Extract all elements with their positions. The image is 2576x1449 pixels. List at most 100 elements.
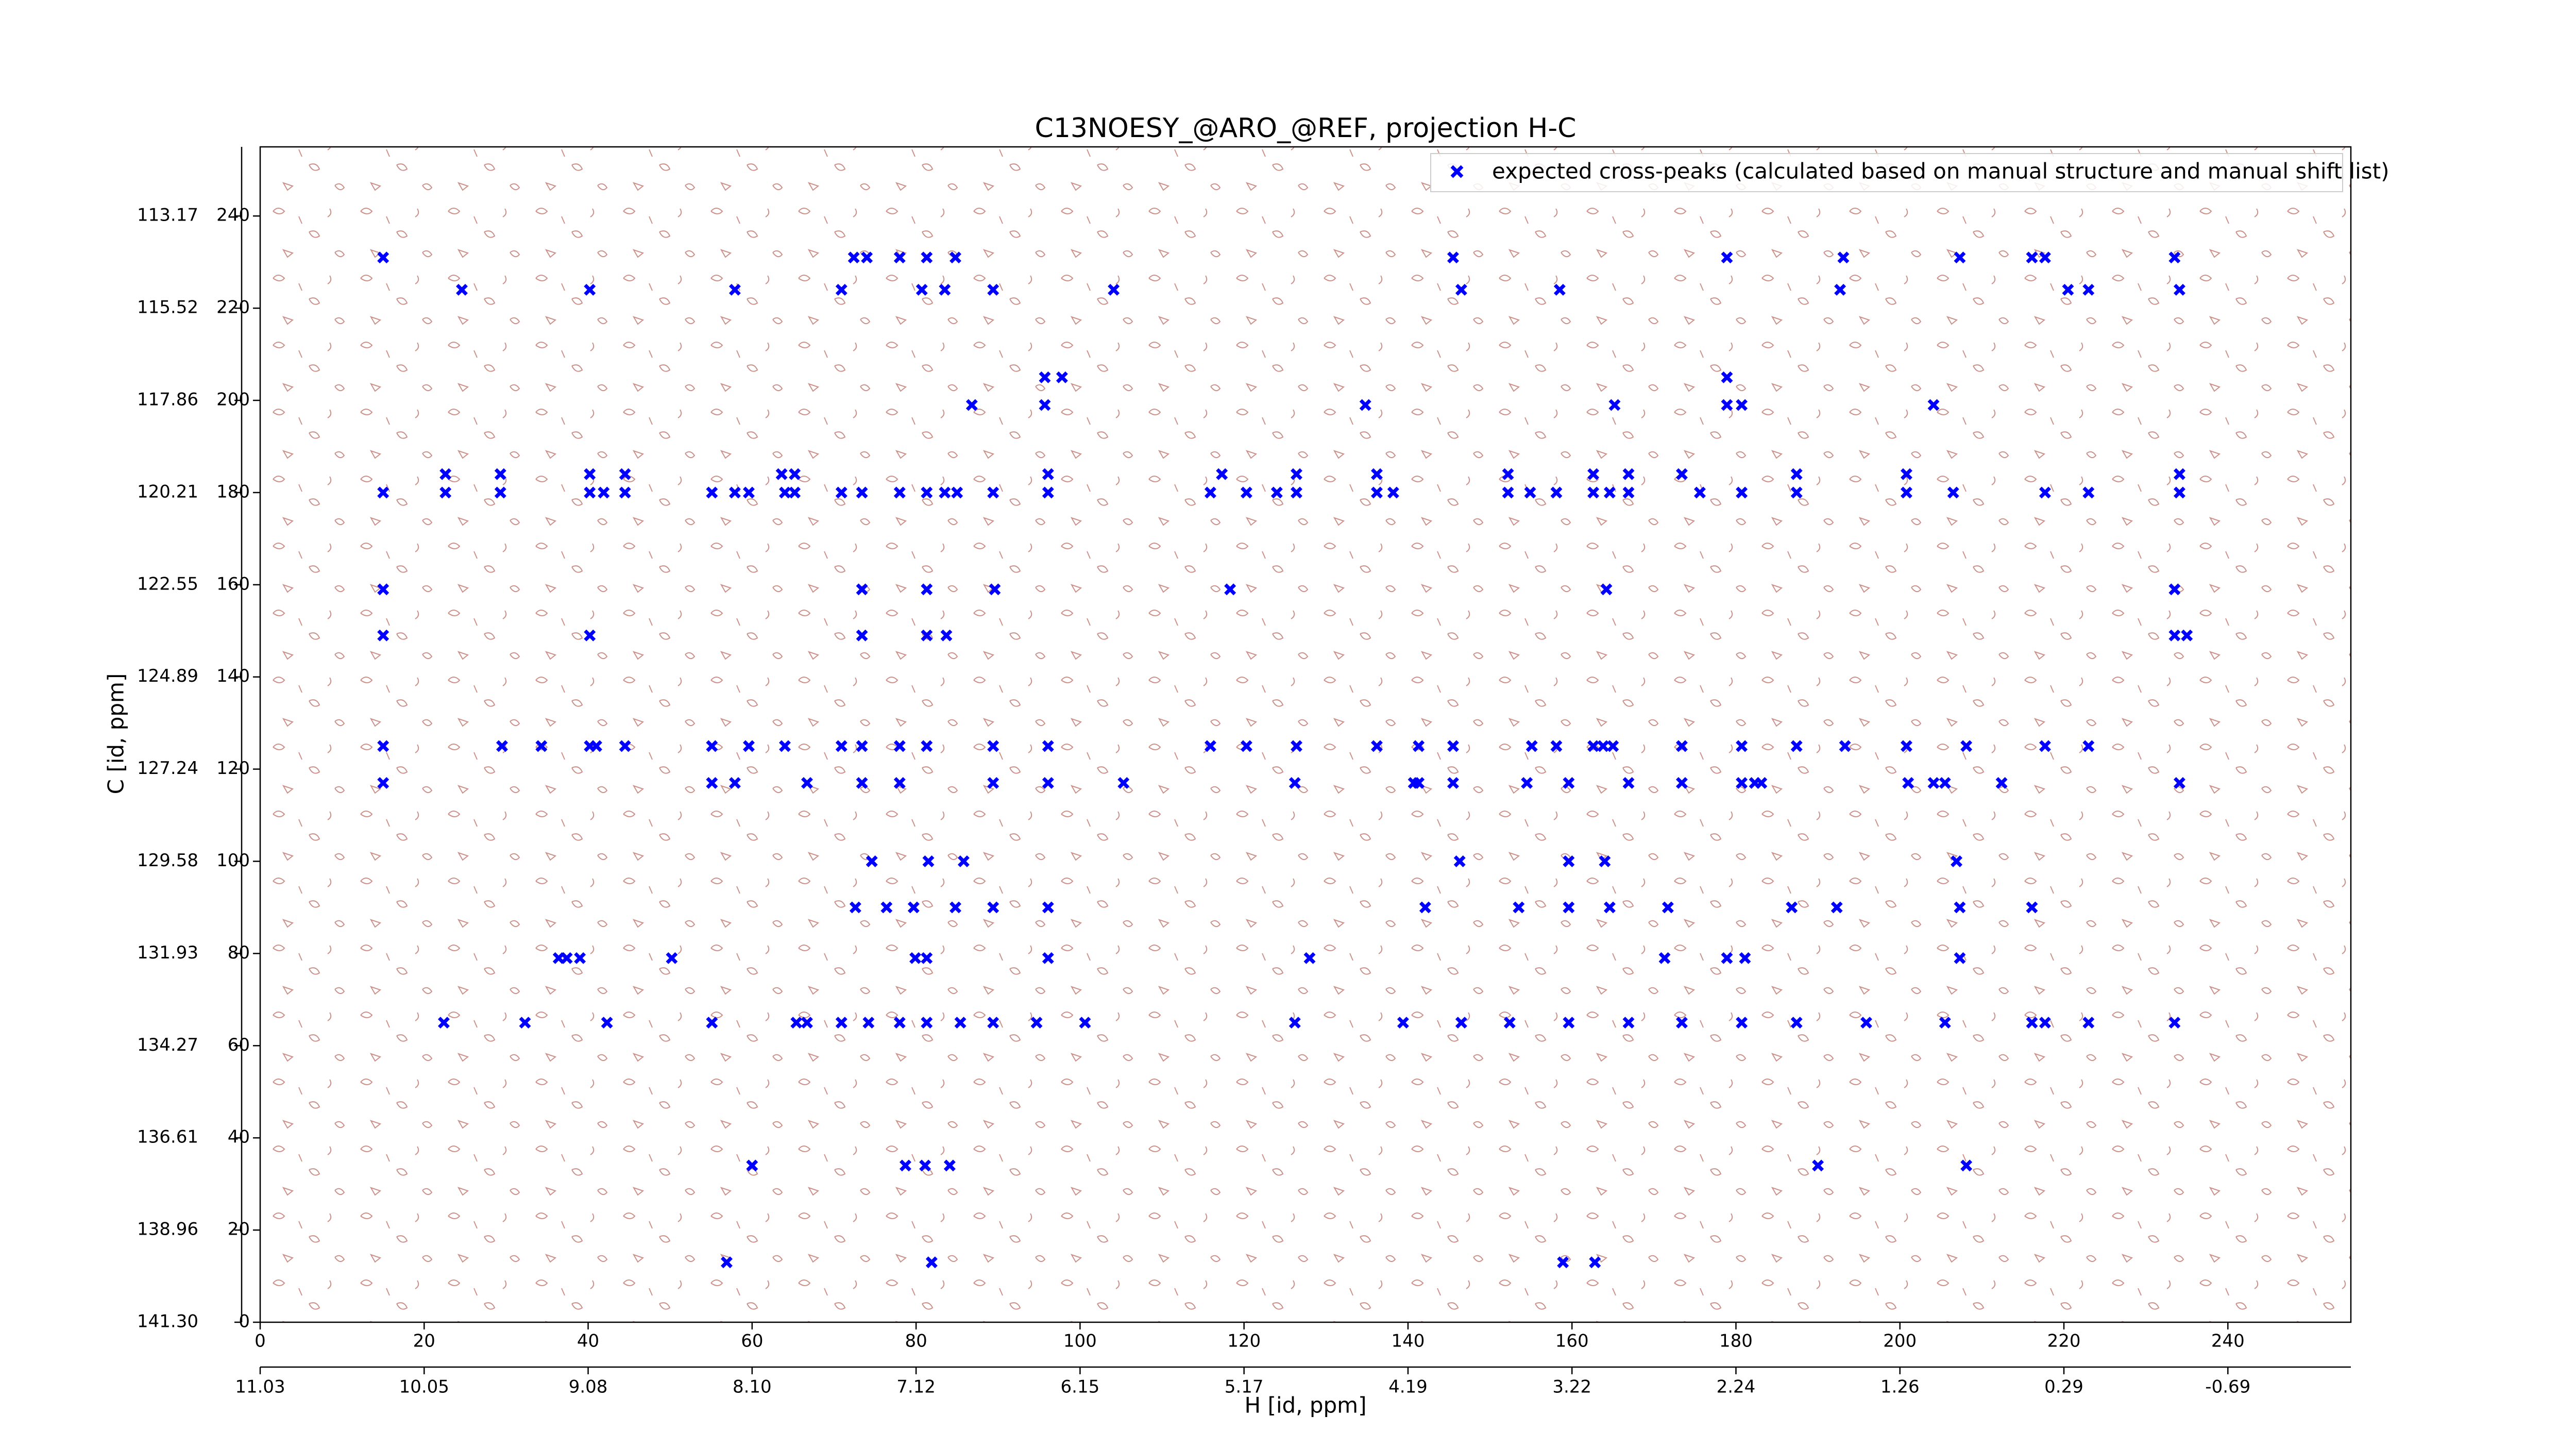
x2-tick-label: 7.12 bbox=[896, 1377, 936, 1397]
cross-peak bbox=[706, 1017, 718, 1029]
cross-peak bbox=[862, 1017, 875, 1029]
y-tick-label: 20 bbox=[228, 1219, 250, 1240]
cross-peak bbox=[1039, 371, 1051, 383]
cross-peak bbox=[2173, 468, 2185, 480]
cross-peak bbox=[775, 468, 788, 480]
cross-peak bbox=[987, 740, 999, 752]
cross-peak bbox=[456, 283, 468, 296]
cross-peak bbox=[909, 952, 921, 964]
cross-peak bbox=[921, 1017, 933, 1029]
x2-tick-label: 0.29 bbox=[2044, 1377, 2083, 1397]
cross-peak bbox=[574, 952, 586, 964]
x-tick-label: 160 bbox=[1555, 1331, 1589, 1352]
y-tick-label: 0 bbox=[239, 1311, 250, 1332]
cross-peak bbox=[1563, 777, 1575, 789]
y-tick-label: 220 bbox=[216, 297, 250, 318]
cross-peak bbox=[721, 1256, 733, 1269]
cross-peak bbox=[1607, 740, 1619, 752]
cross-peak bbox=[2082, 486, 2095, 499]
cross-peak bbox=[1587, 486, 1600, 499]
chart-title: C13NOESY_@ARO_@REF, projection H-C bbox=[1035, 113, 1577, 144]
cross-peak bbox=[2062, 283, 2074, 296]
cross-peak bbox=[835, 740, 848, 752]
cross-peak bbox=[377, 777, 389, 789]
cross-peak bbox=[1675, 740, 1688, 752]
cross-peak bbox=[1837, 251, 1850, 264]
cross-peak bbox=[437, 1017, 450, 1029]
cross-peak bbox=[1042, 740, 1054, 752]
x2-tick-label: 11.03 bbox=[235, 1377, 285, 1397]
cross-peak bbox=[1831, 901, 1843, 914]
cross-peak bbox=[584, 629, 596, 642]
y-tick-label: 200 bbox=[216, 389, 250, 410]
cross-peak bbox=[1521, 777, 1533, 789]
cross-peak bbox=[706, 777, 718, 789]
cross-peak bbox=[1240, 486, 1252, 499]
cross-peak bbox=[496, 740, 508, 752]
cross-peak bbox=[1557, 1256, 1569, 1269]
cross-peak bbox=[856, 740, 868, 752]
cross-peak bbox=[835, 283, 848, 296]
cross-peak bbox=[619, 740, 631, 752]
cross-peak bbox=[1622, 1017, 1635, 1029]
cross-peak bbox=[2168, 251, 2181, 264]
x2-tick-label: 2.24 bbox=[1717, 1377, 1756, 1397]
cross-peak bbox=[439, 468, 452, 480]
y2-tick-label: 120.21 bbox=[137, 481, 198, 502]
cross-peak bbox=[1597, 740, 1609, 752]
cross-peak bbox=[1589, 1256, 1601, 1269]
cross-peak bbox=[1550, 740, 1563, 752]
cross-peak bbox=[919, 1159, 931, 1172]
cross-peak bbox=[2181, 629, 2193, 642]
cross-peak bbox=[2039, 251, 2051, 264]
legend: expected cross-peaks (calculated based o… bbox=[1430, 153, 2389, 192]
cross-peak bbox=[779, 486, 791, 499]
cross-peak bbox=[1563, 901, 1575, 914]
x-tick-label: 20 bbox=[413, 1331, 435, 1352]
cross-peak bbox=[1860, 1017, 1872, 1029]
cross-peak bbox=[1721, 399, 1733, 411]
x-tick-label: 40 bbox=[577, 1331, 599, 1352]
cross-peak bbox=[916, 283, 928, 296]
legend-box bbox=[1430, 153, 2343, 192]
cross-peak bbox=[1902, 777, 1914, 789]
cross-peak bbox=[893, 486, 906, 499]
cross-peak bbox=[1954, 251, 1966, 264]
cross-peak bbox=[1042, 468, 1054, 480]
cross-peak bbox=[987, 1017, 999, 1029]
cross-peak bbox=[939, 283, 951, 296]
cross-peak bbox=[1270, 486, 1283, 499]
cross-peak bbox=[893, 740, 906, 752]
x-tick-label: 60 bbox=[741, 1331, 763, 1352]
contour-texture bbox=[260, 147, 2351, 1322]
cross-peak bbox=[779, 740, 791, 752]
cross-peak bbox=[1108, 283, 1120, 296]
cross-peak bbox=[1622, 777, 1635, 789]
cross-peak bbox=[1954, 901, 1966, 914]
x2-tick-label: 6.15 bbox=[1061, 1377, 1100, 1397]
y-tick-label: 240 bbox=[216, 205, 250, 226]
cross-peak bbox=[1960, 740, 1973, 752]
y-tick-label: 60 bbox=[228, 1035, 250, 1055]
cross-peak bbox=[1056, 371, 1068, 383]
cross-peak bbox=[957, 855, 970, 867]
cross-peak bbox=[1736, 1017, 1748, 1029]
cross-peak bbox=[1721, 251, 1733, 264]
cross-peak bbox=[954, 1017, 967, 1029]
cross-peak bbox=[1587, 740, 1600, 752]
y2-tick-label: 122.55 bbox=[137, 574, 198, 594]
cross-peak bbox=[1216, 468, 1228, 480]
cross-peak bbox=[706, 740, 718, 752]
cross-peak bbox=[1289, 777, 1301, 789]
cross-peak bbox=[921, 629, 933, 642]
cross-peak bbox=[1563, 1017, 1575, 1029]
cross-peak bbox=[1291, 468, 1302, 480]
cross-peak bbox=[856, 583, 868, 596]
cross-peak bbox=[746, 1159, 758, 1172]
cross-peak bbox=[922, 855, 935, 867]
cross-peak bbox=[1608, 399, 1621, 411]
x2-tick-label: 8.10 bbox=[733, 1377, 772, 1397]
cross-peak bbox=[494, 486, 506, 499]
cross-peak bbox=[1524, 486, 1536, 499]
